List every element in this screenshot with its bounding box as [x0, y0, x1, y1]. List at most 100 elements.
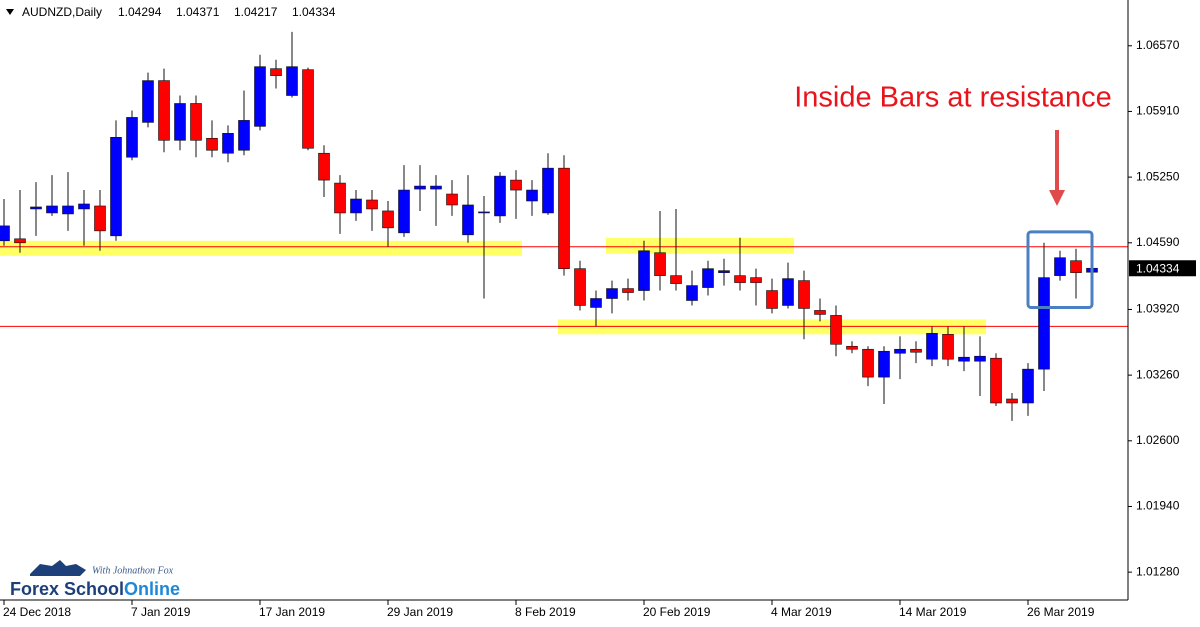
x-tick-label: 26 Mar 2019 — [1027, 605, 1095, 619]
y-tick-label: 1.03260 — [1136, 367, 1180, 381]
candle-body — [718, 270, 730, 273]
candle-body — [670, 275, 682, 284]
candle-body — [142, 80, 154, 123]
price-label: 1.04334 — [1136, 261, 1180, 275]
candle-body — [286, 66, 298, 96]
candle-body — [62, 205, 74, 215]
candle-body — [638, 250, 650, 291]
x-tick-label: 8 Feb 2019 — [515, 605, 576, 619]
candle-body — [894, 348, 906, 354]
candle-body — [846, 345, 858, 350]
candle-body — [158, 80, 170, 141]
candle-body — [1038, 277, 1050, 370]
candle-body — [1022, 368, 1034, 404]
candle-body — [350, 198, 362, 214]
x-tick-label: 29 Jan 2019 — [387, 605, 453, 619]
candle-body — [446, 193, 458, 206]
highlight-box — [1026, 230, 1094, 309]
candle-body — [990, 357, 1002, 404]
candle-body — [318, 152, 330, 181]
candle-body — [302, 69, 314, 149]
candle-body — [94, 205, 106, 232]
candle-body — [590, 298, 602, 308]
y-tick-label: 1.02600 — [1136, 433, 1180, 447]
logo-brand-accent: Online — [124, 579, 180, 599]
x-tick-label: 20 Feb 2019 — [643, 605, 711, 619]
candle-body — [734, 275, 746, 283]
header-high: 1.04371 — [176, 5, 220, 19]
candle-body — [78, 203, 90, 210]
x-tick-label: 4 Mar 2019 — [771, 605, 832, 619]
y-tick-label: 1.03920 — [1136, 302, 1180, 316]
candle-body — [46, 205, 58, 214]
candle-body — [382, 210, 394, 229]
candle-body — [126, 117, 138, 158]
logo-icon — [30, 560, 86, 576]
candle-body — [686, 285, 698, 301]
candle-body — [14, 238, 26, 244]
logo-brand: Forex SchoolOnline — [10, 579, 180, 599]
candle-body — [750, 277, 762, 283]
logo-tagline: With Johnathon Fox — [92, 565, 174, 576]
candle-body — [702, 268, 714, 288]
candle-body — [574, 268, 586, 306]
x-tick-label: 7 Jan 2019 — [131, 605, 191, 619]
candle-body — [542, 167, 554, 214]
y-tick-label: 1.01940 — [1136, 499, 1180, 513]
candle-body — [1006, 398, 1018, 404]
candle-body — [0, 225, 10, 242]
header-low: 1.04217 — [234, 5, 278, 19]
candle-body — [606, 288, 618, 299]
candle-body — [798, 280, 810, 309]
chart-title: AUDNZD,Daily — [22, 5, 102, 19]
candle-body — [510, 179, 522, 191]
logo-brand-main: Forex School — [10, 579, 124, 599]
candle-body — [1054, 257, 1066, 276]
candle-body — [958, 356, 970, 362]
candle-body — [478, 211, 490, 214]
candle-body — [974, 355, 986, 362]
zone — [606, 237, 794, 254]
candle-body — [942, 334, 954, 360]
candle-body — [526, 189, 538, 202]
candle-body — [398, 189, 410, 234]
annotation: Inside Bars at resistance — [794, 82, 1112, 114]
x-tick-label: 14 Mar 2019 — [899, 605, 967, 619]
header-open: 1.04294 — [118, 5, 162, 19]
candle-body — [814, 310, 826, 315]
candle-body — [910, 348, 922, 353]
candle-body — [782, 278, 794, 306]
candle-body — [430, 185, 442, 190]
y-tick-label: 1.01280 — [1136, 564, 1180, 578]
candle-body — [174, 103, 186, 141]
candle-body — [270, 68, 282, 76]
candle-body — [206, 138, 218, 151]
header-close: 1.04334 — [292, 5, 336, 19]
price-label-box — [1129, 260, 1196, 277]
candle-body — [494, 175, 506, 217]
menu-arrow[interactable] — [6, 9, 14, 15]
candle-body — [334, 182, 346, 214]
x-tick-label: 17 Jan 2019 — [259, 605, 325, 619]
y-tick-label: 1.04590 — [1136, 235, 1180, 249]
candle-body — [414, 185, 426, 190]
y-tick-label: 1.05250 — [1136, 169, 1180, 183]
candle-body — [462, 204, 474, 236]
candle-body — [1070, 260, 1082, 273]
candle-body — [30, 206, 42, 210]
y-tick-label: 1.05910 — [1136, 104, 1180, 118]
candle-body — [254, 66, 266, 127]
candle-body — [766, 290, 778, 309]
x-tick-label: 24 Dec 2018 — [3, 605, 71, 619]
candle-body — [926, 333, 938, 360]
candle-body — [238, 120, 250, 151]
candle-body — [190, 103, 202, 141]
candle-body — [366, 199, 378, 210]
logo: With Johnathon Fox Forex SchoolOnline — [10, 560, 180, 599]
candle-body — [862, 348, 874, 378]
candle-body — [654, 252, 666, 276]
candle-body — [558, 167, 570, 269]
candle-body — [110, 137, 122, 237]
y-tick-label: 1.06570 — [1136, 38, 1180, 52]
